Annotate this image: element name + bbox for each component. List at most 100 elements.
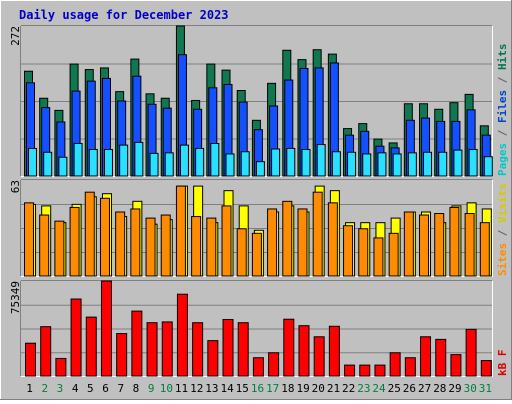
sites-bar: [449, 206, 460, 277]
kbytes-bar: [100, 280, 112, 377]
day-label: 29: [448, 382, 461, 395]
kbytes-bar: [222, 319, 234, 377]
day-label: 5: [87, 382, 94, 395]
pages-bar: [43, 151, 53, 177]
day-label: 27: [418, 382, 431, 395]
day-label: 30: [464, 382, 477, 395]
day-label: 1: [26, 382, 33, 395]
kbytes-panel: [20, 280, 493, 377]
kbytes-bar: [207, 340, 219, 377]
pages-bar: [58, 156, 68, 177]
pages-bar: [164, 152, 174, 177]
pages-bar: [347, 151, 357, 177]
kbytes-bar: [374, 364, 386, 377]
day-label: 11: [175, 382, 188, 395]
top-panel-max-label: 272: [9, 26, 22, 46]
sites-bar: [479, 222, 490, 277]
kbytes-bar: [161, 321, 173, 377]
sites-bar: [130, 208, 141, 277]
day-label: 19: [296, 382, 309, 395]
kbytes-bar: [131, 310, 143, 377]
hits-files-pages-panel: [20, 25, 493, 177]
sites-bar: [297, 208, 308, 277]
day-label: 14: [220, 382, 234, 395]
pages-bar: [103, 149, 113, 177]
kbytes-bar: [55, 357, 67, 377]
pages-bar: [88, 149, 98, 177]
kbytes-bar: [116, 333, 128, 377]
pages-bar: [286, 147, 296, 177]
sites-bar: [236, 228, 247, 277]
sites-bar: [358, 228, 369, 277]
kbytes-bar: [404, 357, 416, 377]
kbytes-bar: [237, 322, 249, 377]
day-label: 3: [57, 382, 64, 395]
sites-bar: [388, 232, 399, 277]
pages-bar: [407, 152, 417, 177]
pages-bar: [255, 161, 265, 177]
kbytes-bar: [146, 322, 158, 377]
sites-bar: [84, 191, 95, 277]
pages-bar: [210, 142, 220, 177]
day-label: 18: [281, 382, 294, 395]
day-label: 20: [312, 382, 325, 395]
sites-bar: [221, 205, 232, 277]
kbytes-bar: [176, 293, 188, 377]
sites-bar: [54, 220, 65, 277]
kbytes-bar: [85, 316, 97, 377]
day-label: 16: [251, 382, 264, 395]
sites-bar: [312, 191, 323, 277]
day-axis-labels: 1 2 3 4 5 6 7 8 9 10 11 12 13 14 15 16 17 18 19 20 21 22 23 24 2…: [26, 382, 492, 395]
sites-bar: [267, 208, 278, 277]
legend-item: Files: [496, 90, 509, 123]
pages-bar: [392, 153, 402, 177]
kbytes-bar: [313, 336, 325, 377]
sites-bar: [99, 197, 110, 277]
legend-item: /: [496, 123, 509, 143]
top-panel-legend: Pages / Files / Hits: [496, 44, 509, 177]
pages-bar: [28, 147, 37, 177]
sites-bar: [419, 214, 430, 277]
pages-bar: [225, 153, 235, 177]
kbytes-bar: [420, 336, 432, 377]
sites-bar: [251, 232, 262, 277]
kbytes-bar: [298, 325, 310, 377]
day-label: 17: [266, 382, 279, 395]
pages-bar: [73, 142, 83, 177]
pages-bar: [316, 144, 326, 177]
legend-item: kB F: [496, 350, 509, 377]
day-label: 23: [357, 382, 370, 395]
sites-bar: [24, 202, 34, 277]
day-label: 7: [117, 382, 124, 395]
sites-bar: [464, 213, 475, 277]
kbytes-bar: [252, 357, 264, 377]
day-label: 26: [403, 382, 416, 395]
pages-bar: [438, 151, 448, 177]
day-label: 9: [148, 382, 155, 395]
chart-title: Daily usage for December 2023: [19, 8, 229, 22]
legend-item: Visits: [496, 183, 509, 223]
chart-panels: [20, 25, 493, 377]
bottom-panel-max-label: 75349: [9, 281, 22, 314]
pages-bar: [149, 152, 159, 177]
legend-item: Hits: [496, 44, 509, 71]
bottom-panel-legend: kB F: [496, 350, 509, 377]
day-label: 13: [205, 382, 218, 395]
kbytes-bar: [465, 328, 477, 377]
pages-bar: [240, 151, 250, 177]
kbytes-bar: [40, 326, 52, 377]
pages-bar: [362, 153, 372, 177]
pages-bar: [271, 148, 281, 177]
sites-bar: [69, 206, 80, 277]
day-label: 10: [160, 382, 173, 395]
day-label: 2: [41, 382, 48, 395]
kbytes-bar: [389, 352, 401, 377]
kbytes-bar: [344, 364, 356, 377]
pages-bar: [423, 151, 433, 177]
kbytes-bar: [359, 364, 371, 377]
legend-item: Sites: [496, 243, 509, 276]
legend-item: Pages: [496, 143, 509, 176]
day-label: 21: [327, 382, 340, 395]
day-label: 31: [479, 382, 492, 395]
kbytes-bar: [268, 352, 280, 377]
